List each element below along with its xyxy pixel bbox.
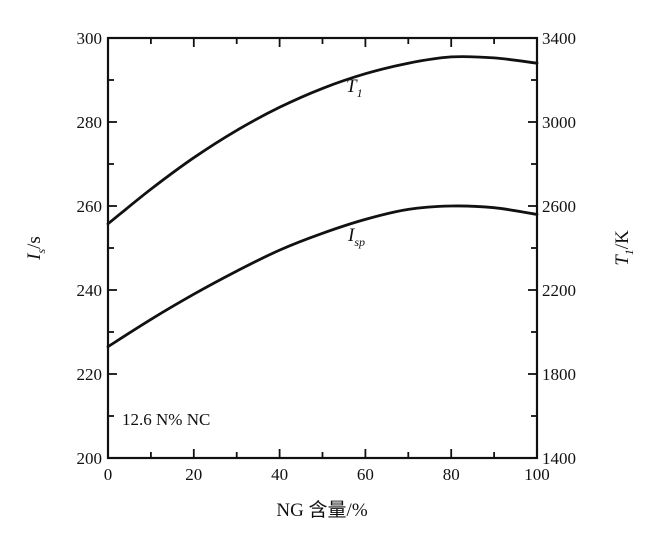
series xyxy=(106,55,539,349)
y-right-tick-label: 1400 xyxy=(542,449,576,468)
y-left-tick-label: 240 xyxy=(77,281,103,300)
t1-series-label: T1 xyxy=(346,76,363,100)
nc-annotation: 12.6 N% NC xyxy=(122,410,210,429)
tick-labels: 0 20 40 60 80 100 200 220 240 260 280 300 1400 1800 22… xyxy=(77,29,577,484)
y-right-tick-label: 3000 xyxy=(542,113,576,132)
x-tick-label: 40 xyxy=(271,465,288,484)
y-right-tick-label: 1800 xyxy=(542,365,576,384)
y-left-tick-label: 280 xyxy=(77,113,103,132)
y-right-tick-label: 2200 xyxy=(542,281,576,300)
x-tick-label: 20 xyxy=(185,465,202,484)
y-left-tick-label: 260 xyxy=(77,197,103,216)
x-tick-label: 100 xyxy=(524,465,550,484)
x-axis-title: NG 含量/% xyxy=(276,499,367,521)
plot-border xyxy=(106,36,539,460)
y-right-tick-label: 2600 xyxy=(542,197,576,216)
isp-series-line xyxy=(106,204,539,349)
y-left-axis-title: Is/s xyxy=(24,236,48,261)
y-left-tick-label: 220 xyxy=(77,365,103,384)
y-right-axis-title: T1/K xyxy=(612,230,636,266)
ticks xyxy=(107,37,538,459)
t1-series-line xyxy=(106,55,539,226)
y-left-tick-label: 300 xyxy=(77,29,103,48)
x-tick-label: 0 xyxy=(104,465,113,484)
y-left-tick-label: 200 xyxy=(77,449,103,468)
plot-frame xyxy=(106,36,539,460)
y-right-tick-label: 3400 xyxy=(542,29,576,48)
isp-series-label: Isp xyxy=(347,225,365,249)
x-tick-label: 80 xyxy=(443,465,460,484)
x-tick-label: 60 xyxy=(357,465,374,484)
